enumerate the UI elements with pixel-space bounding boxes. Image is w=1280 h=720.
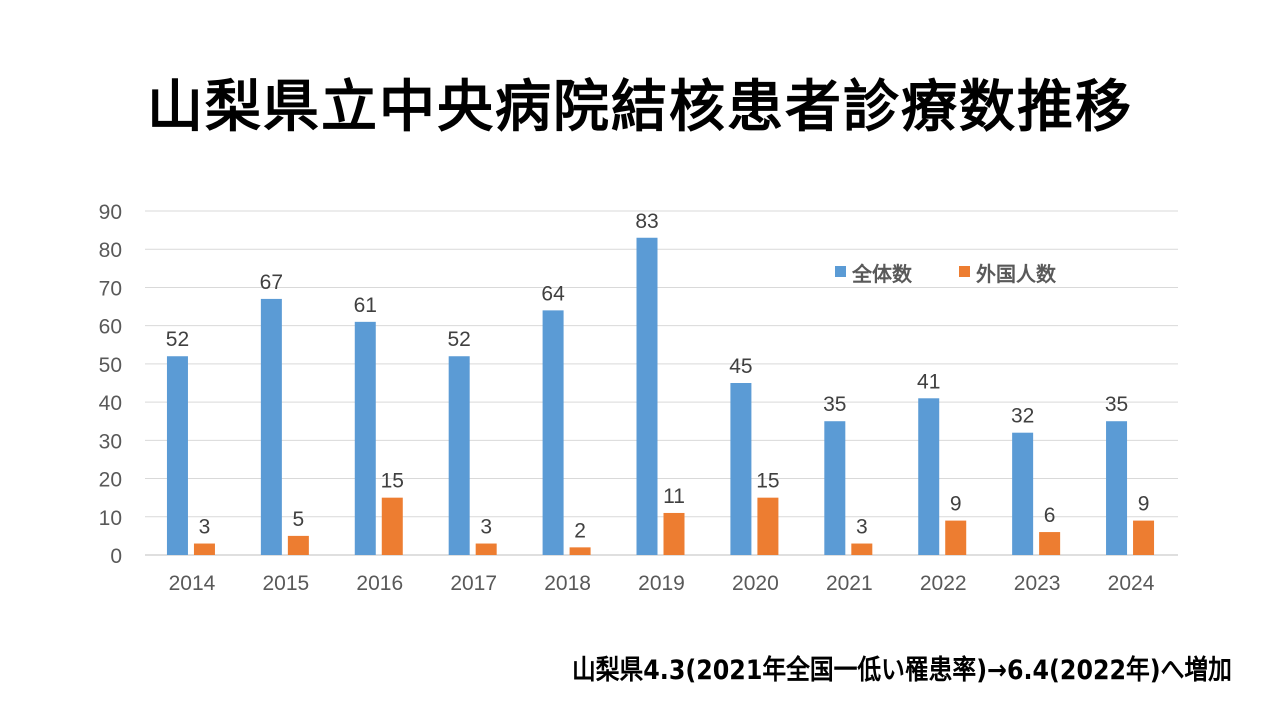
data-label: 2 [574, 519, 586, 542]
x-tick-label: 2015 [263, 572, 310, 595]
data-label: 3 [856, 516, 868, 539]
data-label: 61 [354, 294, 377, 317]
data-label: 45 [729, 355, 752, 378]
y-tick-label: 90 [99, 201, 122, 224]
x-tick-label: 2014 [169, 572, 216, 595]
bar-total [1106, 421, 1128, 555]
x-tick-label: 2020 [732, 572, 779, 595]
bar-foreign [1039, 532, 1061, 555]
x-tick-label: 2023 [1014, 572, 1061, 595]
legend-label: 全体数 [851, 262, 913, 286]
data-label: 9 [950, 493, 962, 516]
data-label: 41 [917, 370, 940, 393]
y-tick-label: 70 [99, 277, 122, 300]
y-tick-label: 80 [99, 239, 122, 262]
x-tick-label: 2021 [826, 572, 873, 595]
x-tick-label: 2016 [356, 572, 403, 595]
x-tick-label: 2019 [638, 572, 685, 595]
data-label: 35 [1105, 393, 1128, 416]
bar-total [260, 298, 282, 555]
data-label: 52 [166, 328, 189, 351]
bar-total [636, 237, 658, 555]
bar-foreign [475, 543, 497, 555]
y-tick-label: 20 [99, 469, 122, 492]
bar-foreign [569, 547, 591, 555]
data-label: 5 [293, 508, 305, 531]
data-label: 3 [199, 516, 211, 539]
data-label: 6 [1044, 504, 1056, 527]
bar-total [542, 310, 564, 555]
legend-swatch [835, 266, 846, 277]
bar-foreign [193, 543, 215, 555]
x-tick-label: 2017 [450, 572, 497, 595]
data-label: 3 [480, 516, 492, 539]
bar-foreign [1133, 520, 1155, 555]
chart-title: 山梨県立中央病院結核患者診療数推移 [147, 75, 1133, 140]
y-tick-label: 50 [99, 354, 122, 377]
bar-total [354, 321, 376, 555]
bar-foreign [287, 535, 309, 555]
bar-total [1012, 432, 1034, 555]
y-tick-label: 10 [99, 507, 122, 530]
x-tick-label: 2024 [1108, 572, 1155, 595]
bar-total [918, 398, 940, 555]
data-label: 64 [541, 282, 565, 305]
bar-foreign [757, 497, 779, 555]
y-tick-label: 30 [99, 430, 122, 453]
bar-foreign [851, 543, 873, 555]
bar-foreign [381, 497, 403, 555]
data-label: 52 [448, 328, 471, 351]
legend-swatch [959, 266, 970, 277]
x-tick-label: 2018 [544, 572, 591, 595]
bar-foreign [663, 512, 685, 555]
bar-foreign [945, 520, 967, 555]
data-label: 32 [1011, 405, 1034, 428]
data-label: 11 [663, 485, 685, 508]
data-label: 35 [823, 393, 846, 416]
bar-total [730, 383, 752, 555]
data-label: 15 [381, 470, 404, 493]
annotation-text: 山梨県4.3(2021年全国一低い罹患率)→6.4(2022年)へ増加 [572, 655, 1232, 686]
bar-total [448, 356, 470, 555]
legend-label: 外国人数 [976, 262, 1057, 286]
y-tick-label: 60 [99, 316, 122, 339]
y-tick-label: 40 [99, 392, 122, 415]
data-label: 15 [756, 470, 779, 493]
data-label: 67 [260, 271, 283, 294]
data-label: 9 [1138, 493, 1150, 516]
data-label: 83 [635, 210, 658, 233]
bar-total [824, 421, 846, 555]
bar-total [166, 356, 188, 555]
x-tick-label: 2022 [920, 572, 967, 595]
y-tick-label: 0 [110, 545, 122, 568]
